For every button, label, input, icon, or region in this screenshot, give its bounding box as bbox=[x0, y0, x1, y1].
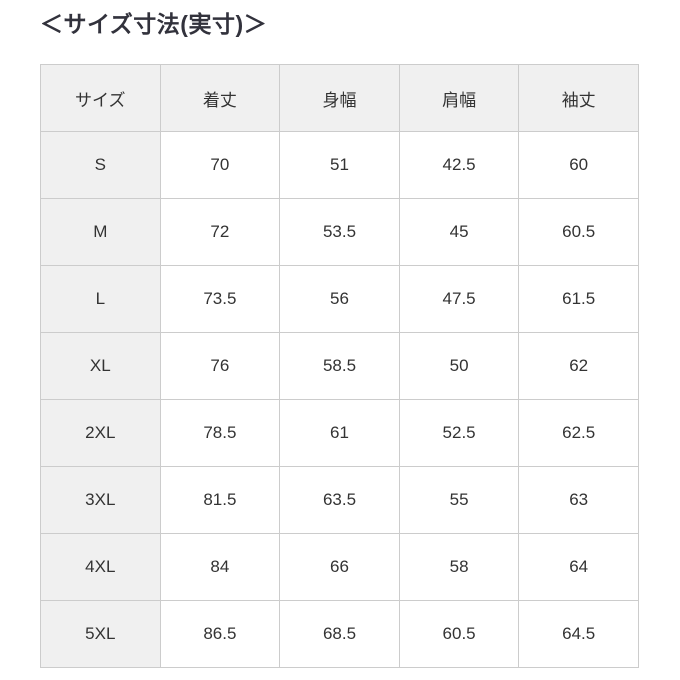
table-body: S 70 51 42.5 60 M 72 53.5 45 60.5 L 73.5… bbox=[40, 131, 639, 668]
header-cell-shoulder: 肩幅 bbox=[398, 64, 520, 132]
value-cell: 70 bbox=[159, 131, 281, 199]
value-cell: 78.5 bbox=[159, 399, 281, 467]
value-cell: 84 bbox=[159, 533, 281, 601]
header-cell-size: サイズ bbox=[40, 64, 161, 132]
value-cell: 62.5 bbox=[518, 399, 639, 467]
value-cell: 86.5 bbox=[159, 600, 281, 668]
value-cell: 81.5 bbox=[159, 466, 281, 534]
table-row: 2XL 78.5 61 52.5 62.5 bbox=[40, 399, 639, 467]
value-cell: 63.5 bbox=[279, 466, 400, 534]
size-cell: S bbox=[40, 131, 161, 199]
size-cell: 4XL bbox=[40, 533, 161, 601]
page-title: ＜サイズ寸法(実寸)＞ bbox=[40, 11, 268, 37]
table-row: S 70 51 42.5 60 bbox=[40, 131, 639, 199]
size-spec-table: サイズ 着丈 身幅 肩幅 袖丈 S 70 51 42.5 60 M 72 53.… bbox=[40, 64, 639, 668]
value-cell: 58 bbox=[398, 533, 520, 601]
value-cell: 47.5 bbox=[398, 265, 520, 333]
value-cell: 76 bbox=[159, 332, 281, 400]
value-cell: 64 bbox=[518, 533, 639, 601]
table-header-row: サイズ 着丈 身幅 肩幅 袖丈 bbox=[40, 64, 639, 132]
value-cell: 51 bbox=[279, 131, 400, 199]
value-cell: 66 bbox=[279, 533, 400, 601]
header-cell-length: 着丈 bbox=[159, 64, 281, 132]
value-cell: 56 bbox=[279, 265, 400, 333]
size-cell: 3XL bbox=[40, 466, 161, 534]
table-row: 4XL 84 66 58 64 bbox=[40, 533, 639, 601]
table-row: 5XL 86.5 68.5 60.5 64.5 bbox=[40, 600, 639, 668]
value-cell: 58.5 bbox=[279, 332, 400, 400]
size-cell: 5XL bbox=[40, 600, 161, 668]
value-cell: 62 bbox=[518, 332, 639, 400]
size-cell: M bbox=[40, 198, 161, 266]
value-cell: 72 bbox=[159, 198, 281, 266]
header-cell-width: 身幅 bbox=[279, 64, 400, 132]
value-cell: 64.5 bbox=[518, 600, 639, 668]
value-cell: 60.5 bbox=[518, 198, 639, 266]
size-cell: XL bbox=[40, 332, 161, 400]
value-cell: 68.5 bbox=[279, 600, 400, 668]
value-cell: 61.5 bbox=[518, 265, 639, 333]
header-cell-sleeve: 袖丈 bbox=[518, 64, 639, 132]
value-cell: 52.5 bbox=[398, 399, 520, 467]
value-cell: 60 bbox=[518, 131, 639, 199]
value-cell: 55 bbox=[398, 466, 520, 534]
table-row: L 73.5 56 47.5 61.5 bbox=[40, 265, 639, 333]
value-cell: 42.5 bbox=[398, 131, 520, 199]
size-cell: 2XL bbox=[40, 399, 161, 467]
value-cell: 45 bbox=[398, 198, 520, 266]
table-row: M 72 53.5 45 60.5 bbox=[40, 198, 639, 266]
table-row: 3XL 81.5 63.5 55 63 bbox=[40, 466, 639, 534]
table-header: サイズ 着丈 身幅 肩幅 袖丈 bbox=[40, 64, 639, 132]
value-cell: 63 bbox=[518, 466, 639, 534]
value-cell: 61 bbox=[279, 399, 400, 467]
size-cell: L bbox=[40, 265, 161, 333]
value-cell: 50 bbox=[398, 332, 520, 400]
value-cell: 73.5 bbox=[159, 265, 281, 333]
value-cell: 60.5 bbox=[398, 600, 520, 668]
value-cell: 53.5 bbox=[279, 198, 400, 266]
table-row: XL 76 58.5 50 62 bbox=[40, 332, 639, 400]
